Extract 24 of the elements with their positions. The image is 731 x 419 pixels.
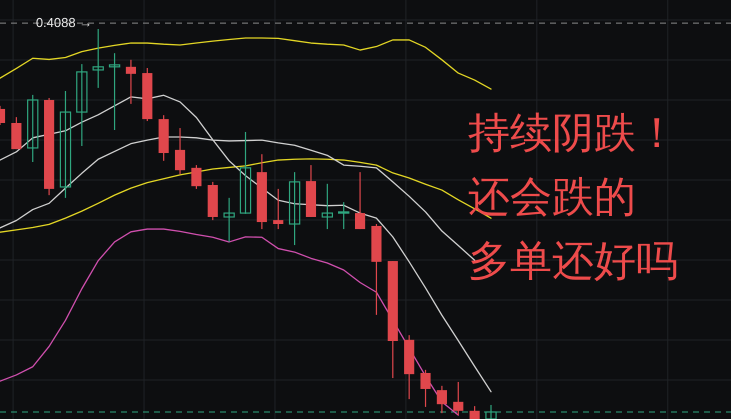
candlestick bbox=[174, 127, 186, 175]
annotation: 持续阴跌！ bbox=[468, 108, 678, 157]
candlestick bbox=[436, 385, 447, 414]
candlestick bbox=[240, 131, 252, 214]
candlestick bbox=[126, 59, 136, 104]
candlestick bbox=[76, 63, 88, 147]
candlestick bbox=[453, 381, 464, 416]
candlestick bbox=[420, 369, 431, 408]
candlestick bbox=[273, 188, 284, 230]
candlestick bbox=[354, 172, 366, 230]
candlestick bbox=[27, 94, 38, 163]
annotation: 还会跌的 bbox=[468, 172, 636, 221]
candlestick bbox=[485, 404, 497, 419]
candlestick bbox=[288, 172, 300, 246]
candlestick bbox=[338, 202, 350, 230]
annotation: 多单还好吗 bbox=[468, 236, 678, 285]
candlestick bbox=[92, 28, 104, 88]
candlestick bbox=[191, 164, 202, 190]
candlestick bbox=[322, 183, 334, 230]
candlestick bbox=[60, 90, 72, 198]
candlestick bbox=[108, 52, 120, 131]
candlestick bbox=[470, 406, 480, 419]
candlestick bbox=[223, 197, 235, 243]
annotation: 0.4088 → bbox=[36, 15, 92, 30]
